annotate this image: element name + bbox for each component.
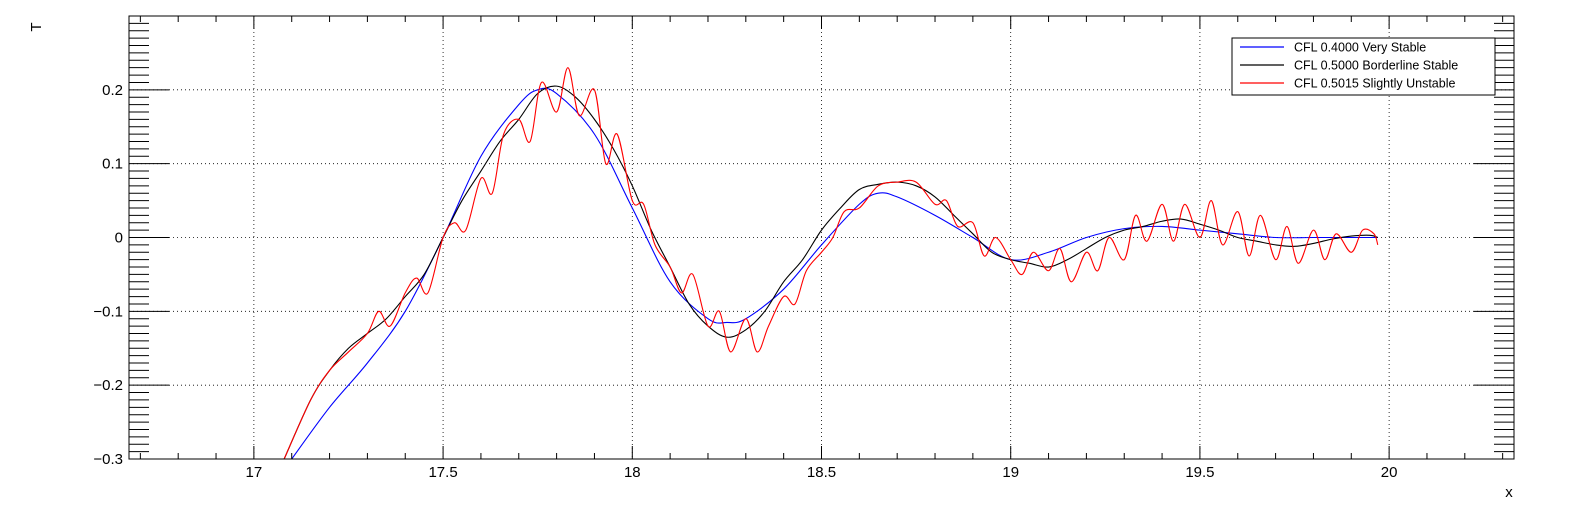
- x-tick-label: 17.5: [428, 464, 457, 481]
- legend-entry-label: CFL 0.5015 Slightly Unstable: [1294, 77, 1455, 91]
- legend-entry-label: CFL 0.5000 Borderline Stable: [1294, 59, 1458, 73]
- y-tick-label: 0: [115, 230, 123, 247]
- x-axis-title: x: [1505, 484, 1513, 501]
- series-line-3: [283, 67, 1379, 459]
- x-tick-label: 18.5: [807, 464, 836, 481]
- y-tick-label: 0.2: [102, 82, 123, 99]
- tick-labels: 17 17.5 18 18.5 19 19.5 20 −0.3 −0.2 −0.1 0 0.1 0.2: [93, 82, 1397, 481]
- legend: CFL 0.4000 Very Stable CFL 0.5000 Borderl…: [1231, 37, 1496, 96]
- x-tick-label: 17: [246, 464, 263, 481]
- x-tick-label: 20: [1381, 464, 1398, 481]
- series-line-2: [283, 85, 1378, 459]
- series-lines: [283, 67, 1379, 459]
- y-tick-label: −0.1: [93, 303, 123, 320]
- legend-entry-label: CFL 0.4000 Very Stable: [1294, 41, 1426, 55]
- y-tick-label: −0.2: [93, 377, 123, 394]
- series-line-1: [291, 87, 1378, 459]
- axis-ticks: [129, 16, 1514, 460]
- y-tick-label: 0.1: [102, 156, 123, 173]
- y-tick-label: −0.3: [93, 451, 123, 468]
- x-tick-label: 18: [624, 464, 641, 481]
- x-tick-label: 19: [1002, 464, 1019, 481]
- y-axis-title: T: [28, 22, 45, 31]
- x-tick-label: 19.5: [1185, 464, 1214, 481]
